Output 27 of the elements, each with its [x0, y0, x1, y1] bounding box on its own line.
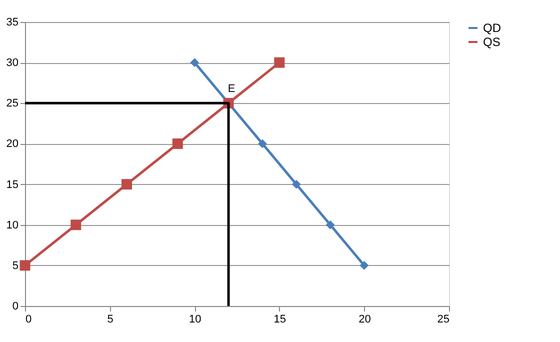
point: [326, 220, 335, 230]
y-tick-label: 35: [6, 16, 18, 28]
point: [258, 139, 267, 148]
x-tick-label: 20: [358, 314, 371, 326]
point: [20, 260, 30, 271]
point: [172, 138, 183, 149]
point: [122, 179, 132, 190]
legend-label: QS: [483, 35, 500, 49]
x-tick-label: 5: [107, 314, 114, 326]
point: [70, 220, 82, 230]
x-tick-label: 0: [26, 314, 32, 326]
y-tick-label: 10: [6, 219, 18, 232]
point: [274, 57, 285, 68]
point: [292, 180, 301, 189]
point: [360, 260, 369, 270]
point: [190, 58, 200, 68]
y-tick-label: 15: [6, 178, 18, 191]
x-tick-label: 15: [274, 314, 286, 326]
y-tick-label: 0: [12, 300, 18, 312]
y-tick-label: 30: [6, 57, 18, 70]
annotation: E: [228, 83, 236, 96]
y-tick-label: 25: [6, 98, 18, 110]
y-tick-label: 20: [6, 138, 18, 150]
legend-label: QD: [483, 21, 502, 35]
x-tick-label: 25: [437, 314, 450, 326]
y-tick-label: 5: [12, 260, 18, 272]
x-tick-label: 10: [188, 314, 202, 326]
